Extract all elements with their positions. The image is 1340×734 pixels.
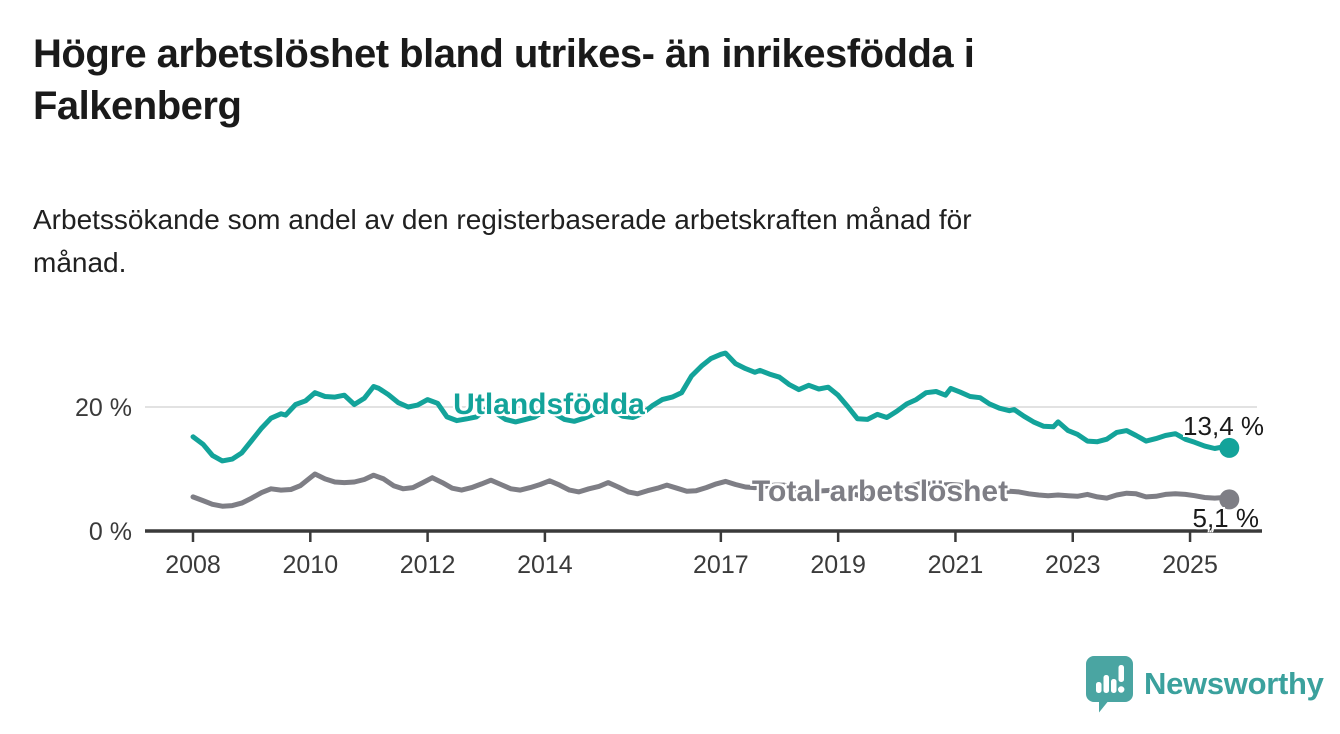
series-label-utlandsfodda: Utlandsfödda: [453, 388, 645, 421]
y-tick-label: 20 %: [75, 394, 132, 422]
title-line-1: Högre arbetslöshet bland utrikes- än inr…: [33, 32, 975, 76]
title-line-2: Falkenberg: [33, 84, 242, 128]
series-line-1: [190, 471, 1232, 509]
series-label-total-arbetsloshet: Total arbetslöshet: [751, 475, 1009, 508]
x-tick-label: 2012: [400, 551, 456, 579]
newsworthy-logo-icon: [1085, 655, 1134, 713]
series-end-dot-0: [1219, 437, 1240, 458]
x-tick-label: 2025: [1162, 551, 1218, 579]
subtitle-line-1: Arbetssökande som andel av den registerb…: [33, 204, 972, 235]
newsworthy-logo-link[interactable]: Newsworthy: [1085, 655, 1324, 713]
series-end-dot-1: [1219, 489, 1240, 510]
end-value-label-total: 5,1 %: [1192, 503, 1260, 533]
chart-subtitle: Arbetssökande som andel av den registerb…: [33, 198, 1313, 284]
x-tick-label: 2010: [282, 551, 338, 579]
x-tick-label: 2021: [928, 551, 984, 579]
x-tick-label: 2019: [810, 551, 866, 579]
page-title: Högre arbetslöshet bland utrikes- än inr…: [33, 28, 1313, 132]
x-tick-label: 2023: [1045, 551, 1101, 579]
y-tick-label: 0 %: [89, 518, 132, 546]
end-value-label-utlandsfodda: 13,4 %: [1183, 411, 1264, 441]
x-tick-label: 2014: [517, 551, 573, 579]
x-tick-label: 2017: [693, 551, 749, 579]
newsworthy-logo-text: Newsworthy: [1144, 666, 1324, 701]
subtitle-line-2: månad.: [33, 247, 127, 278]
x-tick-label: 2008: [165, 551, 221, 579]
series-line-0: [190, 350, 1232, 464]
